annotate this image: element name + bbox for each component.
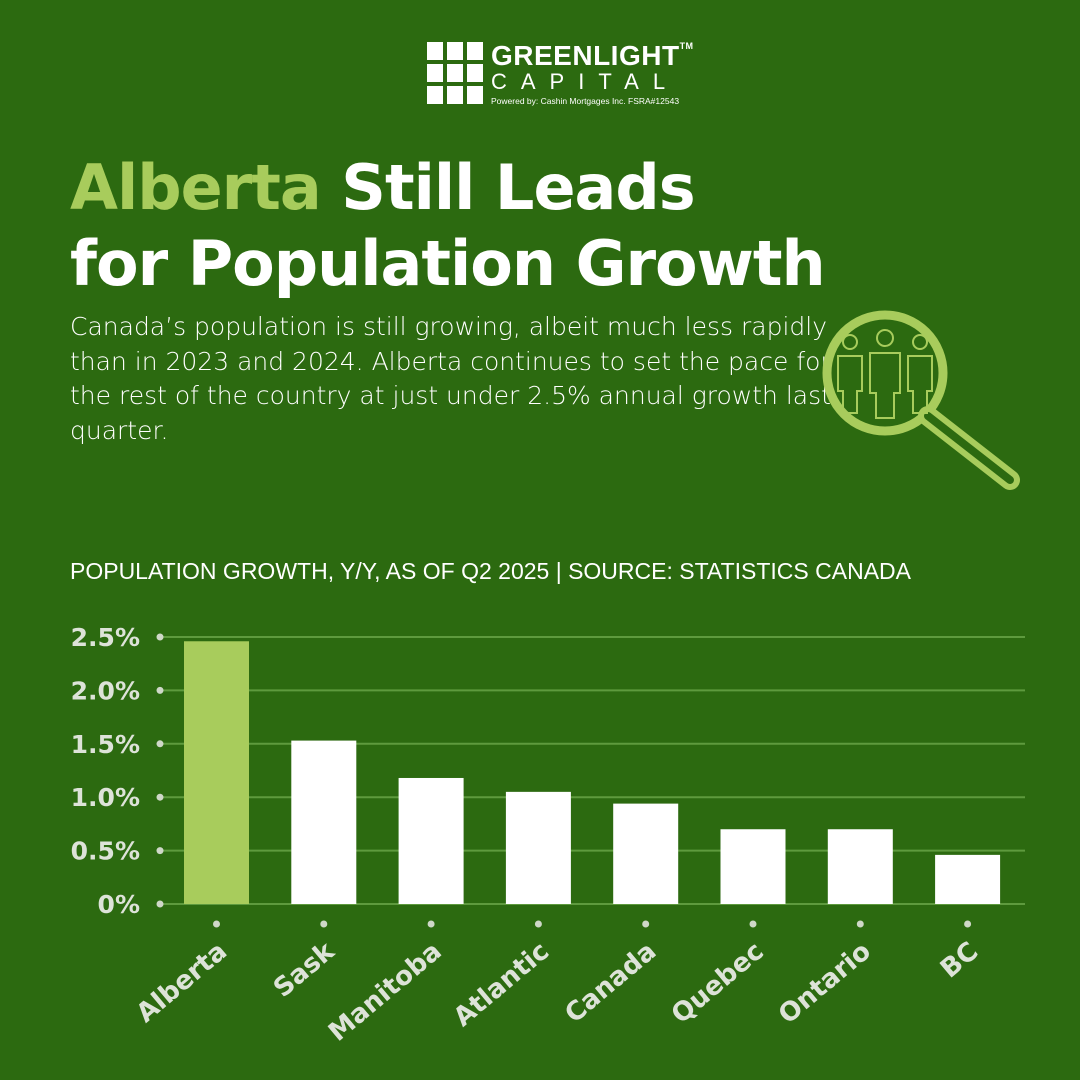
logo-sub: CAPITAL	[491, 69, 680, 94]
x-tick-dot	[856, 920, 864, 928]
bar-ontario	[827, 829, 893, 904]
bar-sask	[291, 740, 357, 904]
chart-title: POPULATION GROWTH, Y/Y, AS OF Q2 2025 | …	[70, 558, 911, 584]
bar-alberta	[184, 641, 249, 904]
y-tick-label: 1.0%	[71, 783, 140, 812]
x-tick-label: BC	[935, 936, 984, 984]
logo-grid-icon	[427, 42, 483, 106]
bar-canada	[613, 803, 679, 904]
logo-name: GREENLIGHT	[491, 40, 680, 71]
x-tick-dot	[642, 920, 650, 928]
x-tick-label: Alberta	[131, 936, 233, 1028]
logo: GREENLIGHTTM CAPITAL Powered by: Cashin …	[427, 42, 694, 106]
title-highlight: Alberta	[70, 151, 322, 224]
title-rest: Still Leads	[320, 151, 695, 224]
title-line2: for Population Growth	[70, 227, 826, 300]
x-tick-label: Atlantic	[448, 936, 555, 1032]
x-tick-label: Manitoba	[323, 936, 447, 1047]
x-tick-dot	[320, 920, 328, 928]
x-tick-dot	[427, 920, 435, 928]
bar-manitoba	[398, 777, 464, 904]
x-tick-label: Quebec	[666, 936, 769, 1030]
x-tick-label: Canada	[560, 936, 663, 1029]
bar-atlantic	[505, 791, 571, 904]
y-tick-dot	[156, 740, 164, 748]
y-tick-label: 1.5%	[71, 730, 140, 759]
y-tick-dot	[156, 793, 164, 801]
y-tick-label: 0%	[98, 890, 140, 919]
y-tick-label: 0.5%	[71, 837, 140, 866]
y-tick-dot	[156, 686, 164, 694]
bar-quebec	[720, 829, 786, 904]
y-tick-label: 2.0%	[71, 676, 140, 705]
y-tick-dot	[156, 847, 164, 855]
x-tick-label: Ontario	[773, 936, 877, 1030]
x-tick-dot	[213, 920, 220, 928]
trademark: TM	[679, 41, 694, 51]
x-tick-label: Sask	[268, 936, 341, 1004]
y-tick-dot	[156, 633, 164, 641]
bar-chart: 0% 0.5% 1.0% 1.5% 2.0% 2.5% Alberta SaskManitob…	[71, 623, 1025, 1048]
bar-bc	[935, 854, 1001, 904]
magnifier-people-icon	[822, 310, 1020, 490]
y-tick-dot	[156, 900, 164, 908]
x-tick-dot	[749, 920, 757, 928]
page-title: Alberta Still Leads for Population Growth	[70, 150, 826, 302]
intro-text: Canada’s population is still growing, al…	[70, 312, 831, 445]
logo-powered: Powered by: Cashin Mortgages Inc. FSRA#1…	[491, 96, 680, 106]
x-tick-dot	[534, 920, 542, 928]
y-tick-label: 2.5%	[71, 623, 140, 652]
x-tick-dot	[964, 920, 972, 928]
